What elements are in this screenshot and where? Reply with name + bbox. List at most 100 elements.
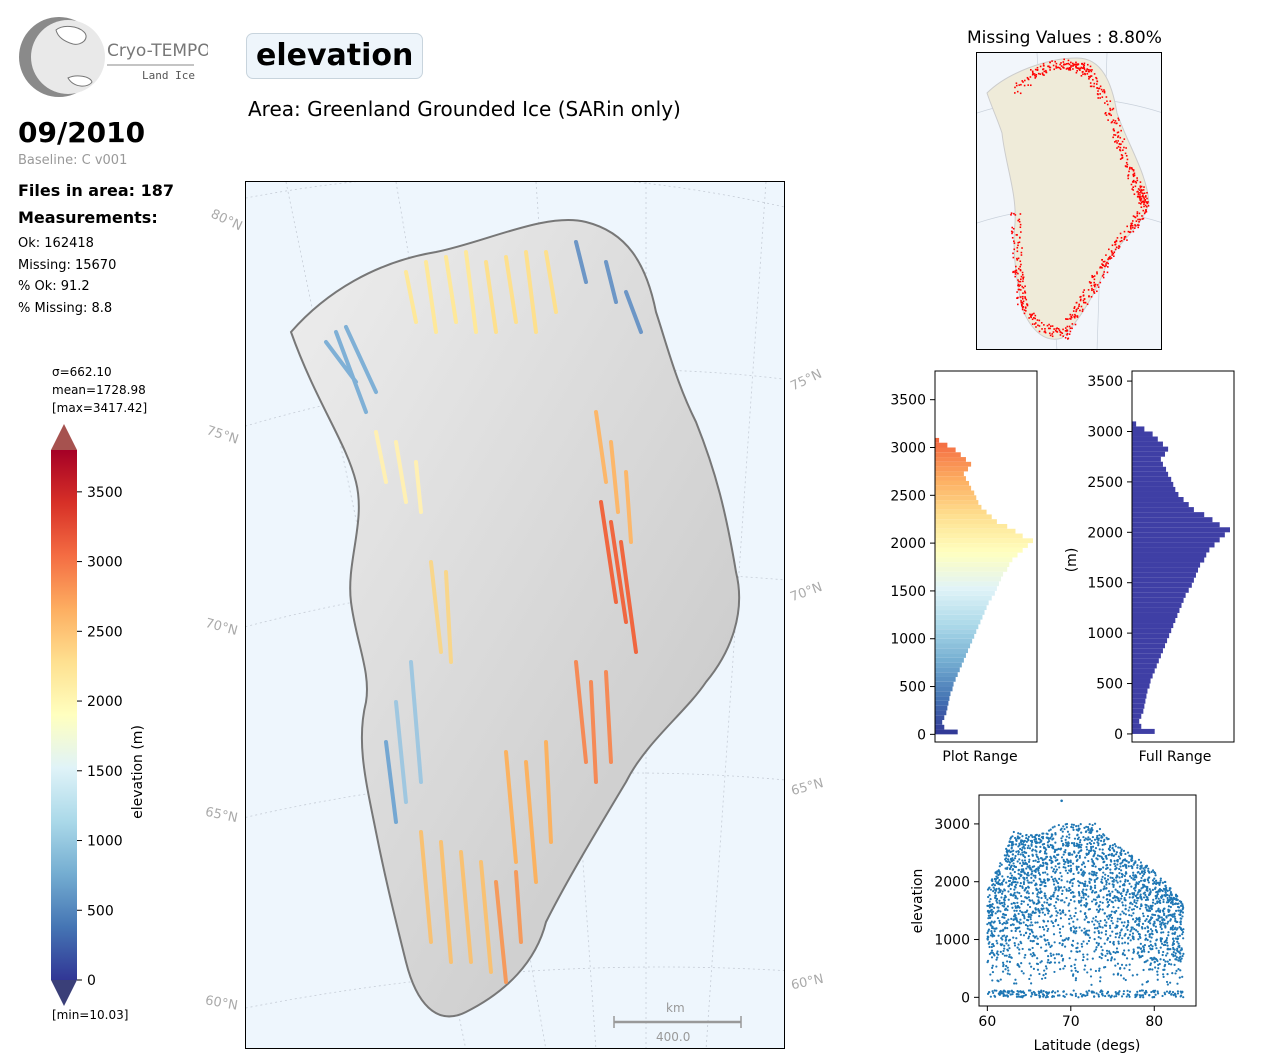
- scatter-point: [1121, 864, 1125, 868]
- scatter-point: [1105, 992, 1109, 995]
- scatter-point: [1049, 828, 1052, 831]
- missing-point: [1022, 300, 1025, 303]
- scatter-point: [1101, 848, 1104, 851]
- scatter-point: [996, 956, 999, 959]
- missing-point: [1020, 278, 1022, 281]
- missing-point: [1034, 317, 1037, 320]
- scatter-point: [1045, 901, 1049, 904]
- scatter-point: [1175, 895, 1178, 898]
- missing-point: [1074, 323, 1077, 326]
- scatter-point: [1095, 946, 1098, 949]
- scatter-point: [1043, 969, 1046, 972]
- scatter-point: [1005, 907, 1008, 910]
- histogram-bar: [1132, 456, 1161, 462]
- scatter-point: [1093, 931, 1096, 934]
- scatter-point: [1054, 870, 1057, 873]
- missing-point: [1093, 82, 1096, 85]
- scatter-point: [1015, 993, 1018, 996]
- scatter-point: [1026, 879, 1029, 882]
- missing-point: [1112, 252, 1115, 255]
- scatter-point: [1047, 941, 1050, 944]
- scatter-point: [1086, 958, 1089, 961]
- scatter-point: [1005, 964, 1008, 968]
- histogram-bar: [935, 562, 1010, 568]
- missing-point: [1084, 73, 1086, 76]
- scatter-point: [1050, 954, 1053, 957]
- scatter-point: [1162, 958, 1165, 961]
- scatter-point: [1163, 991, 1166, 994]
- scatter-point: [995, 872, 998, 875]
- scatter-frame: [978, 794, 1197, 1007]
- histogram-bar: [1132, 643, 1166, 649]
- missing-point: [1075, 71, 1078, 74]
- scatter-point: [1126, 928, 1129, 932]
- scatter-point: [1011, 906, 1014, 909]
- scatter-point: [1140, 903, 1143, 906]
- scatter-point: [1077, 846, 1080, 849]
- scatter-point: [1100, 957, 1103, 960]
- scatter-point: [1068, 853, 1071, 857]
- scatter-point: [1150, 906, 1153, 910]
- scatter-point: [1020, 902, 1023, 905]
- scatter-point: [1003, 889, 1006, 892]
- scatter-point: [1124, 978, 1127, 982]
- missing-point: [1025, 309, 1027, 312]
- scatter-point: [1116, 962, 1120, 965]
- scatter-point: [1109, 913, 1113, 916]
- scatter-point: [1171, 991, 1175, 994]
- scatter-point: [1082, 896, 1085, 899]
- scatter-point: [1167, 905, 1170, 908]
- colorbar-tick-label: 0: [87, 973, 96, 989]
- missing-point: [1117, 117, 1120, 120]
- scatter-point: [1043, 847, 1046, 850]
- missing-point: [1131, 168, 1134, 171]
- missing-point: [1091, 287, 1093, 290]
- missing-point: [1065, 68, 1068, 70]
- missing-point: [1089, 282, 1092, 284]
- scatter-point: [1124, 907, 1127, 911]
- scatter-point: [1085, 902, 1088, 905]
- missing-point: [1044, 331, 1047, 334]
- scatter-point: [1051, 921, 1054, 925]
- scatter-point: [1026, 903, 1030, 906]
- scatter-point: [1062, 990, 1065, 993]
- missing-point: [1143, 197, 1145, 200]
- missing-point: [1129, 231, 1132, 233]
- scatter-point: [1014, 894, 1017, 897]
- scatter-point: [1054, 859, 1057, 862]
- scatter-point: [1091, 891, 1094, 894]
- scatter-point: [1170, 963, 1173, 966]
- missing-point: [1022, 292, 1024, 294]
- scatter-point: [1045, 907, 1048, 910]
- scatter-point: [1124, 913, 1127, 916]
- scatter-point: [1098, 834, 1101, 837]
- scatter-point: [1072, 828, 1075, 831]
- scatter-point: [1139, 996, 1142, 999]
- scatter-point: [1060, 954, 1063, 957]
- scatter-point: [1095, 871, 1098, 875]
- scatter-point: [1026, 865, 1029, 868]
- histogram-bar: [935, 633, 975, 639]
- scatter-point: [1138, 920, 1141, 923]
- missing-point: [1120, 154, 1123, 156]
- scatter-point: [1098, 922, 1101, 925]
- missing-point: [1048, 332, 1051, 335]
- missing-point: [1081, 62, 1083, 65]
- scatter-point: [1087, 929, 1091, 932]
- scatter-point: [1147, 881, 1150, 884]
- histogram-bar: [1132, 461, 1163, 467]
- scatter-point: [1151, 904, 1154, 907]
- missing-point: [1132, 175, 1135, 178]
- histogram-bar: [935, 461, 972, 467]
- missing-point: [1146, 191, 1148, 194]
- scatter-point: [1137, 897, 1140, 900]
- missing-point: [1022, 302, 1024, 305]
- scatter-point: [1131, 903, 1134, 906]
- scatter-point: [1028, 898, 1031, 902]
- scatter-point: [988, 952, 991, 956]
- missing-point: [1056, 327, 1058, 329]
- missing-values-title: Missing Values : 8.80%: [967, 28, 1162, 48]
- scatter-point: [1153, 922, 1156, 925]
- scatter-point: [1071, 882, 1074, 885]
- scatter-point: [1149, 904, 1152, 907]
